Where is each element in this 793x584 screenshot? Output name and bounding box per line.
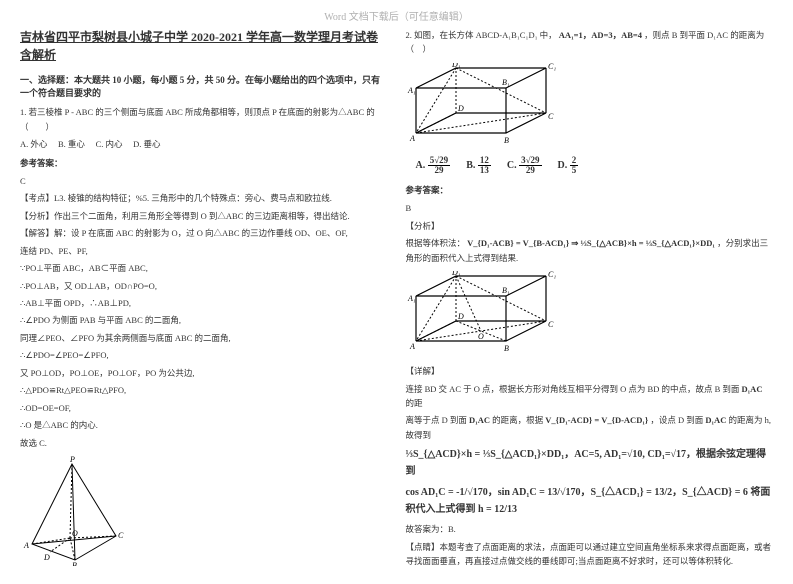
svg-text:C₁: C₁ (548, 271, 556, 279)
q2-det2b: D₁AC (469, 415, 490, 425)
q2-choice-b: B. 1213 (466, 156, 491, 175)
q2-det2e: ，设点 D 到面 (650, 415, 703, 425)
q1-solution-head: 【解答】解：设 P 在底面 ABC 的射影为 O，过 O 向△ABC 的三边作垂… (20, 226, 388, 240)
q1-l7: ∴∠PDO=∠PEO=∠PFO, (20, 348, 388, 362)
svg-text:C₁: C₁ (548, 63, 556, 71)
svg-text:B₁: B₁ (502, 286, 510, 295)
q2-d-den: 5 (570, 166, 579, 175)
q1-analysis: 【分析】作出三个二面角，利用三角形全等得到 O 到△ABC 的三边距离相等，得出… (20, 209, 388, 223)
q1-l2: ∵PO⊥平面 ABC，AB⊂平面 ABC, (20, 261, 388, 275)
q1-opt-a: A. 外心 (20, 139, 47, 149)
q1-l1: 连结 PD、PE、PF, (20, 244, 388, 258)
q1-l9: ∴△PDO≌Rt△PEO≌Rt△PFO, (20, 383, 388, 397)
q2-a-den: 29 (428, 166, 450, 175)
q2-b-den: 13 (478, 166, 491, 175)
q2-label-d: D. (558, 160, 568, 171)
svg-text:C: C (548, 320, 554, 329)
q2-answer-label: 参考答案： (406, 183, 774, 197)
svg-text:D₁: D₁ (451, 63, 461, 69)
q2-det1c: 的距 (406, 398, 423, 408)
svg-text:O: O (478, 332, 484, 341)
q2-det1: 连接 BD 交 AC 于 O 点，根据长方形对角线互相平分得到 O 点为 BD … (406, 382, 774, 411)
q2-analysis-label: 【分析】 (406, 219, 774, 233)
left-column: 吉林省四平市梨树县小城子中学 2020-2021 学年高一数学理月考试卷含解析 … (20, 28, 388, 574)
q2-det2: 离等于点 D 到面 D₁AC 的距离，根据 V_{D₁-ACD} = V_{D-… (406, 413, 774, 442)
svg-text:C: C (548, 112, 554, 121)
q1-l6: 同理∠PEO、∠PFO 为其余两侧面与底面 ABC 的二面角, (20, 331, 388, 345)
q1-keypoint: 【考点】L3. 棱锥的结构特征；%5. 三角形中的几个特殊点：旁心、费马点和欧拉… (20, 191, 388, 205)
q1-answer: C (20, 174, 388, 188)
q2-det5: 故答案为：B. (406, 522, 774, 536)
svg-text:D: D (457, 104, 464, 113)
q2-c-den: 29 (519, 166, 541, 175)
svg-text:P: P (69, 456, 75, 464)
svg-text:C: C (118, 531, 124, 540)
q2-detail-label: 【详解】 (406, 364, 774, 378)
q1-opt-b: B. 重心 (58, 139, 85, 149)
q2-figure-1: A₁ B₁ C₁ D₁ A B C D (406, 63, 774, 150)
svg-text:B: B (72, 561, 77, 566)
q1-figure: P A C B O D (20, 456, 388, 568)
q1-options: A. 外心 B. 重心 C. 内心 D. 垂心 (20, 137, 388, 151)
watermark-text: Word 文档下载后（可任意编辑） (0, 8, 793, 23)
q1-l8: 又 PO⊥OD，PO⊥OE，PO⊥OF，PO 为公共边, (20, 366, 388, 380)
q1-answer-label: 参考答案： (20, 156, 388, 170)
q1-l12: 故选 C. (20, 436, 388, 450)
q1-l3: ∴PO⊥AB，又 OD⊥AB，OD∩PO=O, (20, 279, 388, 293)
svg-text:A: A (409, 134, 415, 143)
q2-det2f: D₁AC (705, 415, 726, 425)
q2-stem-a: 2. 如图，在长方体 ABCD-A₁B₁C₁D₁ 中， (406, 30, 557, 40)
svg-text:D₁: D₁ (451, 271, 461, 277)
q2-det3: ⅓S_{△ACD}×h = ⅓S_{△ACD₁}×DD₁，AC=5, AD₁=√… (406, 446, 774, 480)
q2-det2a: 离等于点 D 到面 (406, 415, 467, 425)
q2-choice-c: C. 3√2929 (507, 156, 542, 175)
svg-text:B: B (504, 136, 509, 145)
svg-text:A: A (409, 342, 415, 351)
q2-choice-a: A. 5√2929 (416, 156, 451, 175)
section-1-heading: 一、选择题：本大题共 10 小题，每小题 5 分，共 50 分。在每小题给出的四… (20, 74, 388, 99)
q2-det1b: D₁AC (742, 384, 763, 394)
svg-text:O: O (72, 529, 78, 538)
q1-opt-c: C. 内心 (96, 139, 123, 149)
q2-det2c: 的距离，根据 (492, 415, 543, 425)
q1-opt-d: D. 垂心 (133, 139, 160, 149)
q2-stem-b: AA₁=1，AD=3，AB=4 (559, 30, 642, 40)
svg-text:A₁: A₁ (407, 86, 416, 95)
q2-stem: 2. 如图，在长方体 ABCD-A₁B₁C₁D₁ 中， AA₁=1，AD=3，A… (406, 28, 774, 57)
svg-text:D: D (457, 312, 464, 321)
page-container: 吉林省四平市梨树县小城子中学 2020-2021 学年高一数学理月考试卷含解析 … (0, 0, 793, 584)
q2-det4: cos AD₁C = -1/√170，sin AD₁C = 13/√170，S_… (406, 484, 774, 518)
q2-label-c: C. (507, 160, 517, 171)
q2-label-a: A. (416, 160, 426, 171)
q2-det1a: 连接 BD 交 AC 于 O 点，根据长方形对角线互相平分得到 O 点为 BD … (406, 384, 740, 394)
q1-stem: 1. 若三棱椎 P - ABC 的三个侧面与底面 ABC 所成角都相等，则顶点 … (20, 105, 388, 134)
q2-vol-formula: V_{D₁-ACB} = V_{B-ACD₁} ⇒ ⅓S_{△ACB}×h = … (467, 238, 715, 248)
q2-det2d: V_{D₁-ACD} = V_{D-ACD₁} (545, 415, 648, 425)
q2-point: 【点睛】本题考查了点面距离的求法，点面距可以通过建立空间直角坐标系来求得点面距离… (406, 540, 774, 569)
svg-text:B: B (504, 344, 509, 353)
q1-l4: ∴AB⊥平面 OPD，∴AB⊥PD, (20, 296, 388, 310)
q1-l5: ∴∠PDO 为侧面 PAB 与平面 ABC 的二面角, (20, 313, 388, 327)
svg-text:A: A (23, 541, 29, 550)
q2-choice-d: D. 25 (558, 156, 579, 175)
q1-l11: ∴O 是△ABC 的内心. (20, 418, 388, 432)
svg-text:A₁: A₁ (407, 294, 416, 303)
q2-choices: A. 5√2929 B. 1213 C. 3√2929 D. 25 (416, 156, 774, 175)
q2-vol-a: 根据等体积法： (406, 238, 466, 248)
q2-answer: B (406, 201, 774, 215)
q2-volume-line: 根据等体积法： V_{D₁-ACB} = V_{B-ACD₁} ⇒ ⅓S_{△A… (406, 236, 774, 265)
right-column: 2. 如图，在长方体 ABCD-A₁B₁C₁D₁ 中， AA₁=1，AD=3，A… (406, 28, 774, 574)
q1-l10: ∴OD=OE=OF, (20, 401, 388, 415)
doc-title: 吉林省四平市梨树县小城子中学 2020-2021 学年高一数学理月考试卷含解析 (20, 28, 388, 64)
q2-figure-2: A₁ B₁ C₁ D₁ A B C D O (406, 271, 774, 358)
q2-label-b: B. (466, 160, 475, 171)
svg-text:B₁: B₁ (502, 78, 510, 87)
